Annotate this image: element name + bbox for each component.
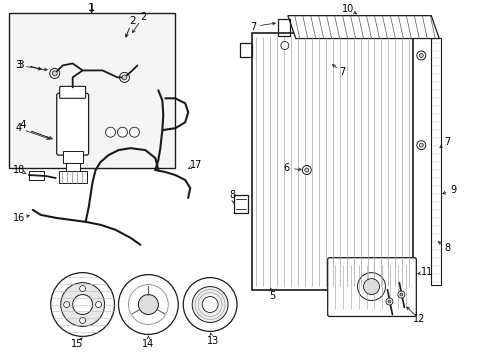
- Circle shape: [118, 275, 178, 334]
- Circle shape: [416, 51, 425, 60]
- Bar: [29, 171, 44, 180]
- Text: 16: 16: [13, 213, 25, 223]
- Bar: [59, 171, 86, 183]
- Circle shape: [51, 273, 114, 336]
- Text: 12: 12: [412, 314, 425, 324]
- Circle shape: [61, 283, 104, 327]
- Circle shape: [419, 143, 423, 147]
- Circle shape: [192, 287, 227, 323]
- Circle shape: [138, 294, 158, 315]
- Circle shape: [387, 300, 390, 303]
- Bar: [251, 32, 412, 289]
- Text: 13: 13: [206, 336, 219, 346]
- Text: 17: 17: [190, 160, 202, 170]
- Text: 2: 2: [129, 15, 136, 26]
- Circle shape: [119, 72, 129, 82]
- Text: 11: 11: [420, 267, 432, 276]
- Circle shape: [63, 302, 69, 307]
- Text: 14: 14: [142, 339, 154, 349]
- Text: 1: 1: [88, 3, 95, 13]
- Circle shape: [80, 318, 85, 323]
- Circle shape: [280, 41, 288, 50]
- Circle shape: [183, 278, 237, 332]
- Circle shape: [129, 127, 139, 137]
- Circle shape: [73, 294, 92, 315]
- Circle shape: [80, 285, 85, 292]
- Text: 15: 15: [70, 339, 82, 349]
- Circle shape: [357, 273, 385, 301]
- Circle shape: [202, 297, 218, 312]
- Text: 2: 2: [140, 12, 146, 22]
- Circle shape: [397, 291, 404, 298]
- Text: 3: 3: [18, 60, 24, 71]
- FancyBboxPatch shape: [57, 93, 88, 155]
- Text: 5: 5: [268, 291, 274, 301]
- Text: 4: 4: [16, 123, 22, 133]
- Text: 4: 4: [20, 120, 26, 130]
- Circle shape: [122, 75, 127, 80]
- Circle shape: [128, 285, 168, 324]
- Text: 7: 7: [443, 137, 449, 147]
- Text: 8: 8: [443, 243, 449, 253]
- Circle shape: [302, 166, 310, 175]
- Circle shape: [52, 71, 57, 76]
- Circle shape: [117, 127, 127, 137]
- Text: 1: 1: [88, 3, 95, 13]
- Bar: [62, 151, 82, 163]
- Circle shape: [95, 302, 102, 307]
- Text: 7: 7: [339, 67, 345, 77]
- Circle shape: [419, 54, 423, 58]
- Circle shape: [363, 279, 379, 294]
- Circle shape: [399, 293, 402, 296]
- FancyBboxPatch shape: [60, 86, 85, 98]
- Text: 3: 3: [16, 60, 22, 71]
- Bar: [430, 37, 440, 285]
- Bar: [9, 13, 175, 168]
- Text: 9: 9: [449, 185, 455, 195]
- Circle shape: [385, 298, 392, 305]
- FancyBboxPatch shape: [327, 258, 415, 316]
- Circle shape: [304, 168, 308, 172]
- Text: 7: 7: [249, 22, 256, 32]
- Circle shape: [105, 127, 115, 137]
- Circle shape: [50, 68, 60, 78]
- Bar: [65, 163, 80, 171]
- Polygon shape: [287, 15, 438, 39]
- Text: 18: 18: [13, 165, 25, 175]
- Text: 8: 8: [228, 190, 235, 200]
- Text: 10: 10: [341, 4, 353, 14]
- Text: 6: 6: [283, 163, 289, 173]
- Circle shape: [416, 141, 425, 150]
